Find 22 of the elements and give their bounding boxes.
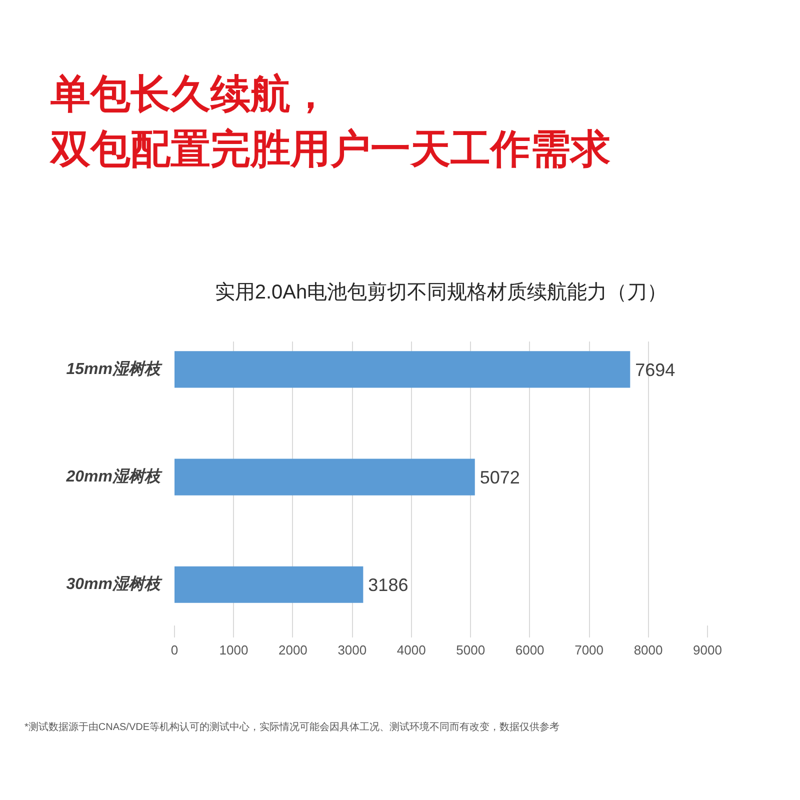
bar — [174, 351, 630, 388]
x-tick-label: 9000 — [693, 642, 722, 658]
x-tick-label: 1000 — [219, 642, 248, 658]
y-tick-label: 15mm湿树枝 — [66, 360, 162, 378]
data-label: 7694 — [635, 360, 676, 380]
chart-subtitle: 实用2.0Ah电池包剪切不同规格材质续航能力（刀） — [214, 282, 668, 304]
x-tick-label: 4000 — [396, 642, 426, 658]
bar — [174, 458, 475, 496]
x-tick-label: 3000 — [338, 642, 367, 658]
x-tick-label: 8000 — [634, 642, 663, 658]
x-tick-label: 0 — [170, 642, 178, 658]
y-tick-label: 30mm湿树枝 — [66, 575, 162, 594]
x-tick-label: 7000 — [574, 642, 604, 658]
x-tick-label: 5000 — [456, 642, 486, 658]
data-label: 5072 — [480, 468, 520, 488]
text: *测试数据源于由CNAS/VDE等机构认可的测试中心，实际情况可能会因具体工况、测试环境不同而有改变，数据仅供参考 — [24, 721, 560, 733]
chart-title: 单包长久续航，双包配置完胜用户一天工作需求 — [48, 72, 610, 172]
y-tick-label: 20mm湿树枝 — [65, 468, 162, 486]
x-tick-label: 6000 — [515, 642, 544, 658]
data-label: 3186 — [368, 575, 408, 596]
x-tick-label: 2000 — [278, 642, 308, 658]
bar — [174, 566, 364, 603]
